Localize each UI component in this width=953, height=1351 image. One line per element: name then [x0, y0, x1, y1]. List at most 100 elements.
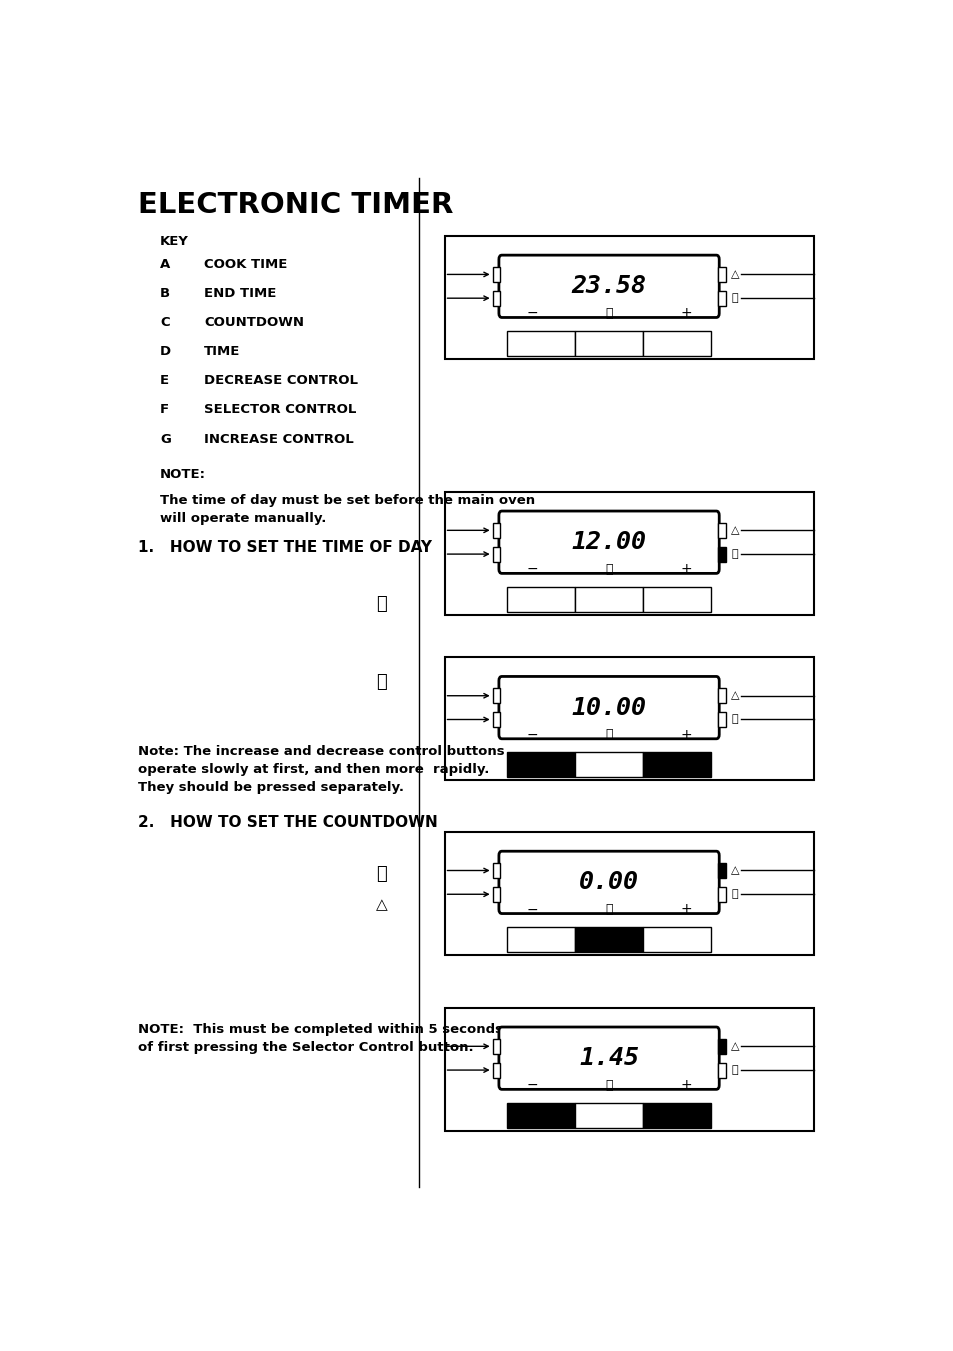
Bar — [718, 688, 724, 704]
Bar — [718, 523, 724, 538]
Text: C: C — [160, 316, 170, 330]
Text: −: − — [525, 902, 537, 916]
Bar — [718, 886, 724, 902]
Text: −: − — [525, 1078, 537, 1092]
Bar — [718, 712, 724, 727]
Text: A: A — [160, 258, 170, 270]
Text: E: E — [160, 374, 169, 388]
Bar — [718, 863, 724, 878]
Bar — [642, 1102, 710, 1128]
Text: 23.58: 23.58 — [571, 274, 646, 299]
Text: B: B — [160, 286, 170, 300]
FancyBboxPatch shape — [498, 511, 719, 573]
Bar — [507, 331, 575, 355]
FancyBboxPatch shape — [498, 677, 719, 739]
Text: ELECTRONIC TIMER: ELECTRONIC TIMER — [137, 192, 453, 219]
Text: +: + — [679, 728, 691, 742]
Text: △: △ — [730, 526, 739, 535]
Text: 2.   HOW TO SET THE COUNTDOWN: 2. HOW TO SET THE COUNTDOWN — [137, 816, 437, 831]
Text: G: G — [160, 432, 171, 446]
Bar — [444, 236, 813, 359]
Text: 10.00: 10.00 — [571, 696, 646, 720]
Text: ⌛: ⌛ — [731, 715, 738, 724]
Text: NOTE:: NOTE: — [160, 467, 206, 481]
Bar — [492, 688, 499, 704]
Text: ⌛: ⌛ — [605, 307, 612, 320]
Bar — [642, 588, 710, 612]
Bar — [444, 492, 813, 615]
Text: TIME: TIME — [204, 346, 240, 358]
Text: KEY: KEY — [160, 235, 189, 249]
Text: −: − — [525, 728, 537, 742]
Text: +: + — [679, 902, 691, 916]
Text: SELECTOR CONTROL: SELECTOR CONTROL — [204, 404, 356, 416]
Bar — [444, 832, 813, 955]
Text: ⌛: ⌛ — [605, 902, 612, 916]
FancyBboxPatch shape — [498, 255, 719, 317]
Text: ⌛: ⌛ — [375, 865, 387, 882]
Text: +: + — [679, 562, 691, 577]
Text: Note: The increase and decrease control buttons
operate slowly at first, and the: Note: The increase and decrease control … — [137, 744, 504, 793]
FancyBboxPatch shape — [498, 851, 719, 913]
Bar — [575, 588, 642, 612]
Text: D: D — [160, 346, 171, 358]
Text: 0.00: 0.00 — [578, 870, 639, 894]
Bar — [575, 331, 642, 355]
Text: △: △ — [730, 269, 739, 280]
FancyBboxPatch shape — [498, 1027, 719, 1089]
Text: F: F — [160, 404, 169, 416]
Bar — [492, 267, 499, 282]
Bar — [575, 753, 642, 777]
Text: ⌛: ⌛ — [731, 549, 738, 559]
Text: DECREASE CONTROL: DECREASE CONTROL — [204, 374, 358, 388]
Bar — [492, 712, 499, 727]
Bar — [718, 290, 724, 305]
Bar — [507, 588, 575, 612]
Text: −: − — [525, 562, 537, 577]
Bar — [492, 1062, 499, 1078]
Text: △: △ — [375, 897, 387, 912]
Bar — [718, 1039, 724, 1054]
Bar — [492, 863, 499, 878]
Text: −: − — [525, 307, 537, 320]
Bar — [642, 753, 710, 777]
Text: END TIME: END TIME — [204, 286, 276, 300]
Text: ⌛: ⌛ — [731, 1065, 738, 1075]
Text: 1.   HOW TO SET THE TIME OF DAY: 1. HOW TO SET THE TIME OF DAY — [137, 540, 432, 555]
Bar — [575, 927, 642, 951]
Bar — [575, 1102, 642, 1128]
Bar — [492, 886, 499, 902]
Text: ⌛: ⌛ — [731, 293, 738, 303]
Text: △: △ — [730, 866, 739, 875]
Bar — [507, 927, 575, 951]
Text: INCREASE CONTROL: INCREASE CONTROL — [204, 432, 354, 446]
Bar — [444, 1008, 813, 1131]
Bar — [507, 1102, 575, 1128]
Text: 1.45: 1.45 — [578, 1046, 639, 1070]
Bar — [444, 658, 813, 780]
Text: NOTE:  This must be completed within 5 seconds
of first pressing the Selector Co: NOTE: This must be completed within 5 se… — [137, 1024, 502, 1055]
Bar — [642, 927, 710, 951]
Bar — [492, 547, 499, 562]
Bar — [492, 523, 499, 538]
Bar — [718, 267, 724, 282]
Text: △: △ — [730, 690, 739, 701]
Text: ⌛: ⌛ — [375, 673, 387, 692]
Bar — [718, 1062, 724, 1078]
Bar — [718, 547, 724, 562]
Text: +: + — [679, 1078, 691, 1092]
Text: ⌛: ⌛ — [605, 563, 612, 576]
Bar — [507, 753, 575, 777]
Text: △: △ — [730, 1042, 739, 1051]
Text: ⌛: ⌛ — [605, 1078, 612, 1092]
Text: The time of day must be set before the main oven
will operate manually.: The time of day must be set before the m… — [160, 494, 535, 526]
Text: ⌛: ⌛ — [605, 728, 612, 742]
Text: COUNTDOWN: COUNTDOWN — [204, 316, 304, 330]
Text: 12.00: 12.00 — [571, 530, 646, 554]
Text: COOK TIME: COOK TIME — [204, 258, 288, 270]
Text: ⌛: ⌛ — [731, 889, 738, 900]
Bar — [492, 290, 499, 305]
Text: +: + — [679, 307, 691, 320]
Text: ⌛: ⌛ — [375, 596, 387, 613]
Bar — [642, 331, 710, 355]
